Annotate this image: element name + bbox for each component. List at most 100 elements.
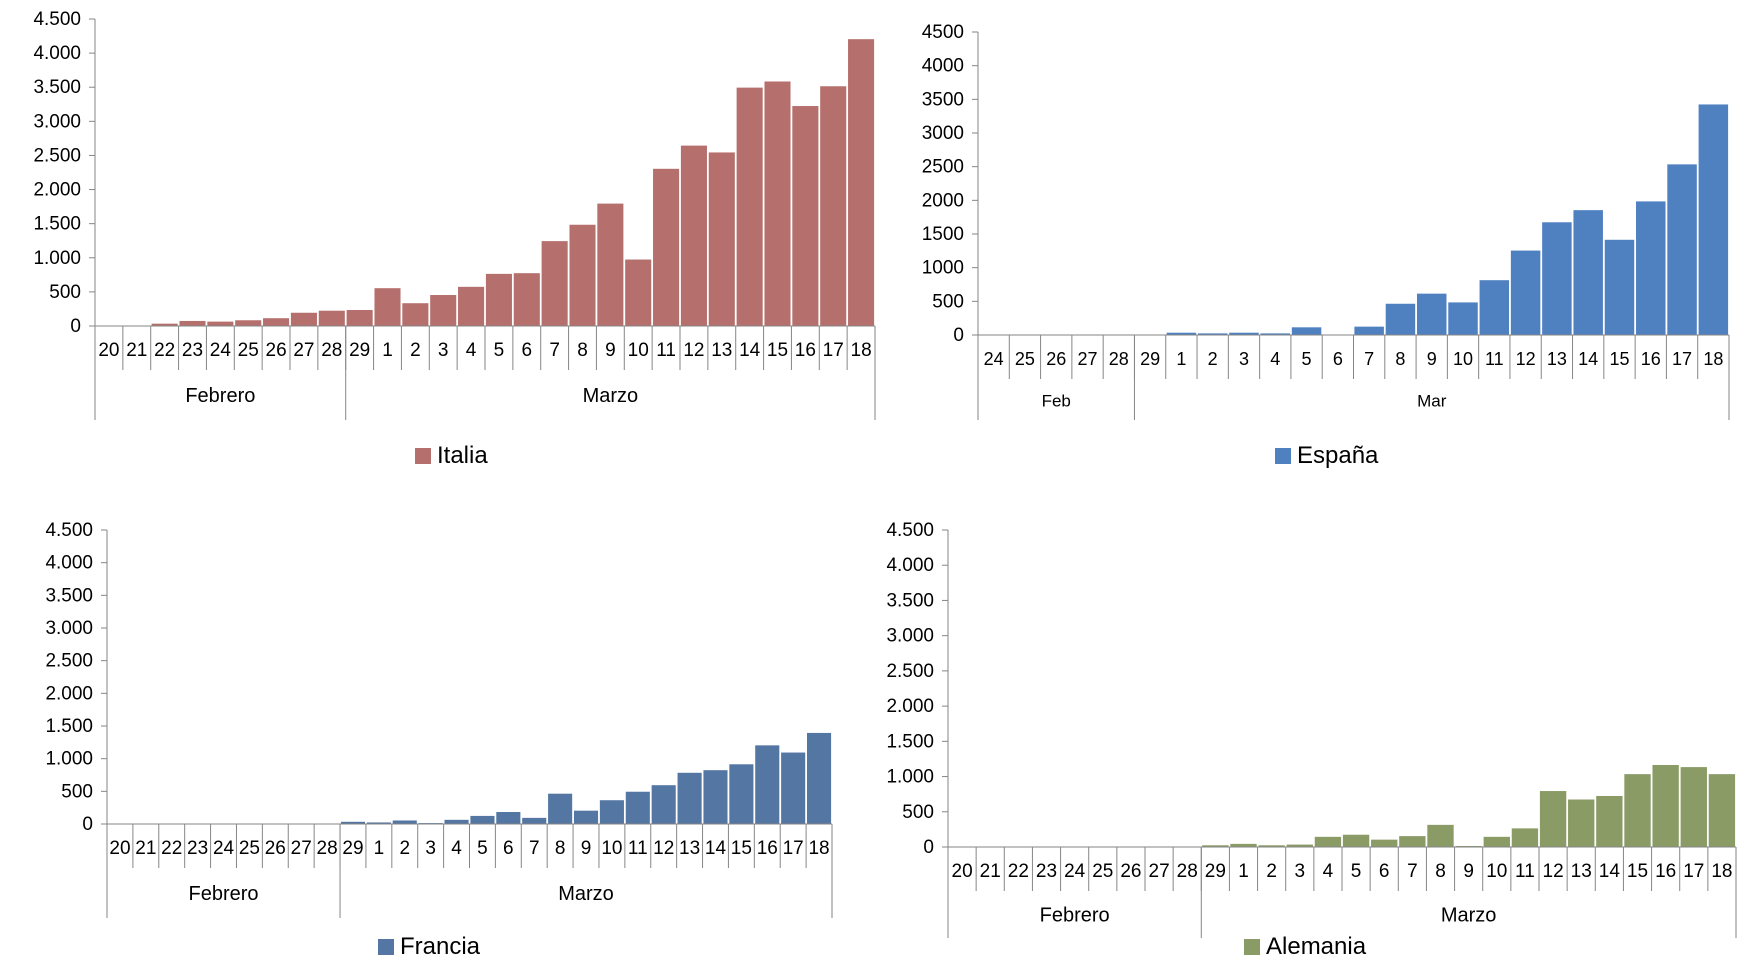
bar <box>522 817 547 824</box>
x-group-label: Marzo <box>558 883 614 905</box>
y-tick-label: 3.000 <box>33 111 81 132</box>
bar <box>1479 280 1509 335</box>
bar <box>402 303 429 326</box>
x-tick-label: 10 <box>1453 349 1473 369</box>
x-tick-label: 4 <box>451 838 462 859</box>
x-tick-label: 9 <box>581 838 592 859</box>
bar <box>625 259 652 326</box>
x-tick-label: 17 <box>1672 349 1692 369</box>
legend-alemania: Alemania <box>1244 933 1366 961</box>
x-tick-label: 9 <box>1427 349 1437 369</box>
x-tick-label: 24 <box>1064 861 1086 882</box>
x-tick-label: 12 <box>653 838 674 859</box>
x-tick-label: 5 <box>1302 349 1312 369</box>
x-tick-label: 29 <box>1205 861 1226 882</box>
bar <box>1230 843 1257 847</box>
bar <box>597 203 624 326</box>
x-tick-label: 6 <box>521 340 532 361</box>
x-tick-label: 14 <box>739 340 761 361</box>
x-group-label: Marzo <box>583 385 639 407</box>
x-tick-label: 18 <box>851 340 872 361</box>
x-tick-label: 25 <box>1092 861 1113 882</box>
legend-label-italia: Italia <box>437 442 488 470</box>
x-tick-label: 13 <box>1571 861 1592 882</box>
legend-swatch-espana <box>1275 448 1291 464</box>
chart-italia-svg: 05001.0001.5002.0002.5003.0003.5004.0004… <box>0 0 880 420</box>
bar <box>1698 104 1728 335</box>
bar <box>736 87 763 326</box>
y-tick-label: 3.500 <box>886 590 934 611</box>
x-tick-label: 24 <box>210 340 232 361</box>
y-tick-label: 500 <box>902 802 934 823</box>
x-tick-label: 9 <box>605 340 616 361</box>
chart-alemania-svg: 05001.0001.5002.0002.5003.0003.5004.0004… <box>862 510 1738 940</box>
bar <box>1399 836 1426 847</box>
bar <box>574 810 599 824</box>
x-tick-label: 12 <box>683 340 704 361</box>
x-tick-label: 1 <box>374 838 385 859</box>
bar <box>1511 828 1538 847</box>
bar <box>235 320 262 326</box>
x-tick-label: 6 <box>503 838 514 859</box>
x-tick-label: 1 <box>382 340 393 361</box>
y-tick-label: 1.500 <box>886 731 934 752</box>
y-tick-label: 2.500 <box>886 661 934 682</box>
x-tick-label: 15 <box>767 340 788 361</box>
y-tick-label: 500 <box>932 291 964 312</box>
bar <box>1385 303 1415 335</box>
x-tick-label: 23 <box>182 340 203 361</box>
x-tick-label: 28 <box>1109 349 1129 369</box>
legend-label-francia: Francia <box>400 933 480 961</box>
bar <box>1371 839 1398 847</box>
y-tick-label: 1500 <box>922 224 964 245</box>
y-tick-label: 1.000 <box>45 749 93 770</box>
x-tick-label: 3 <box>1294 861 1305 882</box>
chart-francia-svg: 05001.0001.5002.0002.5003.0003.5004.0004… <box>0 510 880 920</box>
x-tick-label: 21 <box>126 340 147 361</box>
x-tick-label: 21 <box>980 861 1001 882</box>
y-tick-label: 2000 <box>922 190 964 211</box>
x-tick-label: 23 <box>1036 861 1057 882</box>
bar <box>677 772 702 824</box>
x-tick-label: 7 <box>1364 349 1374 369</box>
x-tick-label: 4 <box>466 340 477 361</box>
bar <box>1483 836 1510 847</box>
x-tick-label: 3 <box>425 838 436 859</box>
y-tick-label: 1.500 <box>33 214 81 235</box>
bar <box>548 793 573 824</box>
x-tick-label: 22 <box>154 340 175 361</box>
bar <box>1568 799 1595 847</box>
legend-swatch-francia <box>378 939 394 955</box>
x-tick-label: 28 <box>1177 861 1198 882</box>
bar <box>1680 767 1707 847</box>
y-tick-label: 1.000 <box>886 767 934 788</box>
bar <box>1291 327 1321 335</box>
x-tick-label: 10 <box>1486 861 1507 882</box>
y-tick-label: 4.000 <box>33 43 81 64</box>
x-tick-label: 15 <box>1627 861 1648 882</box>
legend-label-alemania: Alemania <box>1266 933 1366 961</box>
x-tick-label: 23 <box>187 838 208 859</box>
bar <box>1343 834 1370 847</box>
bar <box>374 288 401 326</box>
x-tick-label: 11 <box>1515 861 1535 882</box>
bar <box>781 752 806 824</box>
y-tick-label: 3000 <box>922 123 964 144</box>
x-group-label: Mar <box>1417 392 1447 411</box>
x-tick-label: 24 <box>213 838 235 859</box>
x-tick-label: 26 <box>1046 349 1066 369</box>
x-tick-label: 16 <box>1655 861 1676 882</box>
x-tick-label: 18 <box>808 838 829 859</box>
legend-italia: Italia <box>415 442 488 470</box>
bar <box>653 168 680 326</box>
x-group-label: Feb <box>1042 392 1071 411</box>
bar <box>444 819 469 824</box>
bar <box>1540 791 1567 847</box>
bar <box>496 812 521 824</box>
y-tick-label: 4.500 <box>45 520 93 541</box>
x-tick-label: 17 <box>783 838 804 859</box>
legend-label-espana: España <box>1297 442 1378 470</box>
x-tick-label: 4 <box>1323 861 1334 882</box>
